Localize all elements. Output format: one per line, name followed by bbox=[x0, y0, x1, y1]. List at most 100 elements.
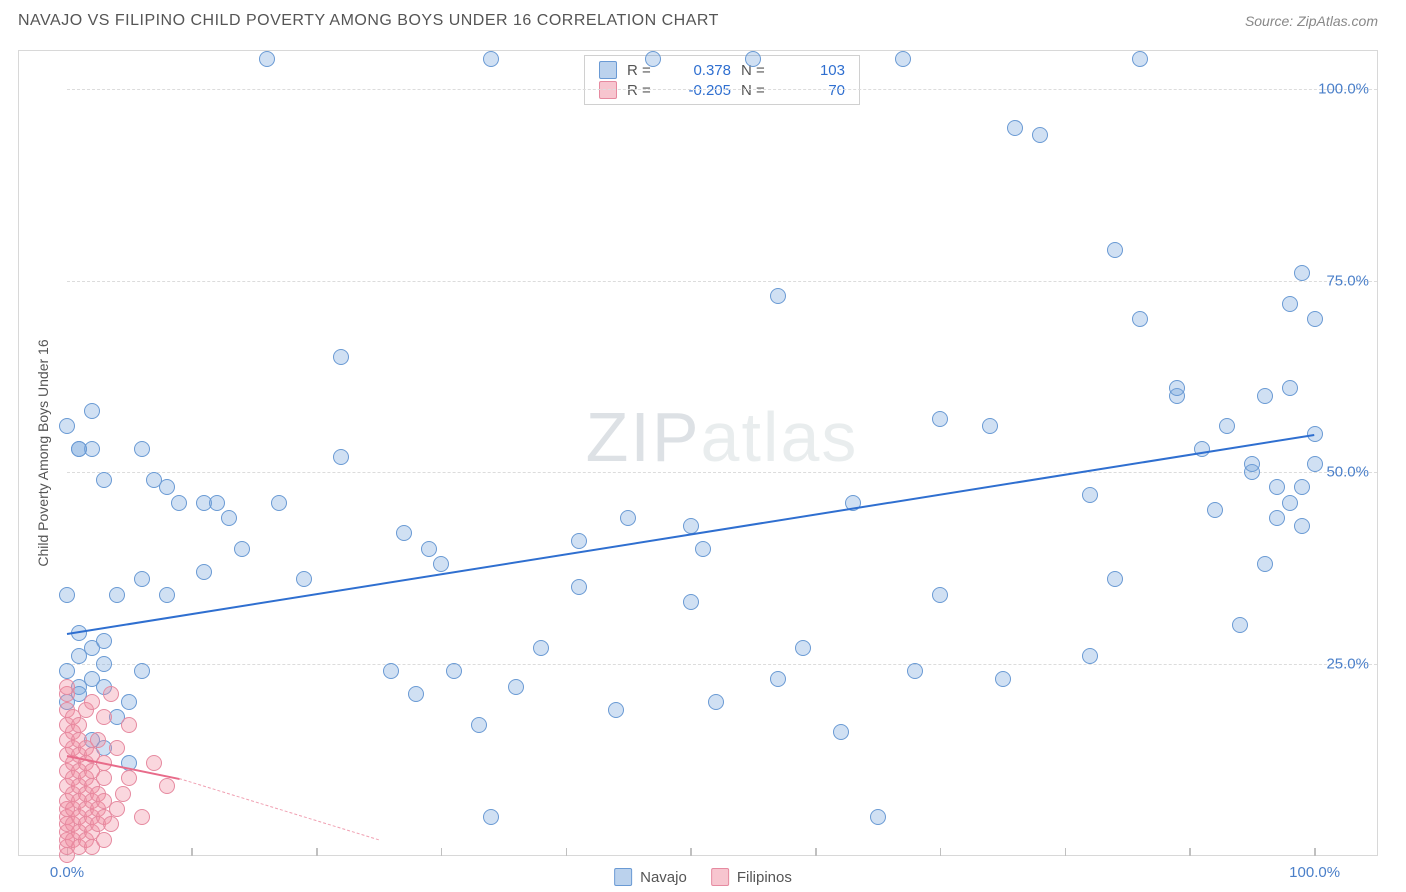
data-point-navajo bbox=[196, 564, 212, 580]
regression-line bbox=[179, 778, 379, 840]
data-point-navajo bbox=[683, 594, 699, 610]
data-point-navajo bbox=[1282, 380, 1298, 396]
data-point-navajo bbox=[471, 717, 487, 733]
data-point-navajo bbox=[645, 51, 661, 67]
data-point-navajo bbox=[259, 51, 275, 67]
data-point-navajo bbox=[1244, 456, 1260, 472]
data-point-navajo bbox=[1082, 648, 1098, 664]
x-tick bbox=[441, 848, 442, 856]
data-point-navajo bbox=[333, 349, 349, 365]
data-point-navajo bbox=[1169, 380, 1185, 396]
data-point-navajo bbox=[483, 51, 499, 67]
watermark: ZIPatlas bbox=[586, 397, 859, 477]
data-point-filipinos bbox=[96, 832, 112, 848]
data-point-navajo bbox=[995, 671, 1011, 687]
data-point-navajo bbox=[708, 694, 724, 710]
y-tick-label: 25.0% bbox=[1326, 655, 1369, 672]
data-point-navajo bbox=[84, 403, 100, 419]
data-point-navajo bbox=[96, 633, 112, 649]
data-point-navajo bbox=[608, 702, 624, 718]
data-point-navajo bbox=[1294, 265, 1310, 281]
legend-item: Navajo bbox=[614, 868, 687, 886]
data-point-filipinos bbox=[121, 717, 137, 733]
data-point-navajo bbox=[408, 686, 424, 702]
data-point-navajo bbox=[296, 571, 312, 587]
data-point-filipinos bbox=[109, 740, 125, 756]
data-point-navajo bbox=[446, 663, 462, 679]
data-point-navajo bbox=[1207, 502, 1223, 518]
data-point-navajo bbox=[96, 472, 112, 488]
x-tick bbox=[1190, 848, 1191, 856]
y-axis-label: Child Poverty Among Boys Under 16 bbox=[35, 339, 51, 566]
data-point-navajo bbox=[1132, 51, 1148, 67]
data-point-navajo bbox=[1132, 311, 1148, 327]
data-point-navajo bbox=[1232, 617, 1248, 633]
chart-title: NAVAJO VS FILIPINO CHILD POVERTY AMONG B… bbox=[18, 12, 719, 30]
n-value: 103 bbox=[785, 62, 845, 79]
x-tick-label: 100.0% bbox=[1289, 864, 1340, 881]
data-point-navajo bbox=[932, 411, 948, 427]
data-point-navajo bbox=[1269, 479, 1285, 495]
data-point-navajo bbox=[421, 541, 437, 557]
data-point-navajo bbox=[1294, 518, 1310, 534]
data-point-navajo bbox=[833, 724, 849, 740]
data-point-navajo bbox=[59, 663, 75, 679]
data-point-navajo bbox=[1307, 456, 1323, 472]
data-point-navajo bbox=[1257, 556, 1273, 572]
data-point-navajo bbox=[932, 587, 948, 603]
y-tick-label: 100.0% bbox=[1318, 81, 1369, 98]
data-point-navajo bbox=[96, 656, 112, 672]
data-point-navajo bbox=[121, 694, 137, 710]
data-point-navajo bbox=[1257, 388, 1273, 404]
data-point-filipinos bbox=[146, 755, 162, 771]
data-point-navajo bbox=[383, 663, 399, 679]
data-point-navajo bbox=[745, 51, 761, 67]
data-point-filipinos bbox=[115, 786, 131, 802]
correlation-legend: R =0.378N =103R =-0.205N =70 bbox=[584, 55, 860, 105]
gridline bbox=[67, 281, 1377, 282]
data-point-navajo bbox=[433, 556, 449, 572]
data-point-navajo bbox=[533, 640, 549, 656]
x-tick-label: 0.0% bbox=[50, 864, 84, 881]
data-point-navajo bbox=[1294, 479, 1310, 495]
data-point-navajo bbox=[146, 472, 162, 488]
data-point-navajo bbox=[1032, 127, 1048, 143]
data-point-navajo bbox=[396, 525, 412, 541]
data-point-navajo bbox=[134, 571, 150, 587]
legend-swatch bbox=[614, 868, 632, 886]
watermark-zip: ZIP bbox=[586, 398, 701, 476]
data-point-navajo bbox=[870, 809, 886, 825]
data-point-navajo bbox=[1082, 487, 1098, 503]
data-point-navajo bbox=[795, 640, 811, 656]
data-point-navajo bbox=[221, 510, 237, 526]
data-point-navajo bbox=[1282, 296, 1298, 312]
legend-row: R =0.378N =103 bbox=[599, 60, 845, 80]
data-point-filipinos bbox=[71, 717, 87, 733]
data-point-navajo bbox=[59, 587, 75, 603]
data-point-navajo bbox=[159, 587, 175, 603]
data-point-navajo bbox=[907, 663, 923, 679]
data-point-filipinos bbox=[103, 816, 119, 832]
x-tick bbox=[691, 848, 692, 856]
plot-area: ZIPatlas R =0.378N =103R =-0.205N =70 25… bbox=[67, 51, 1377, 855]
data-point-navajo bbox=[571, 533, 587, 549]
data-point-navajo bbox=[683, 518, 699, 534]
data-point-filipinos bbox=[121, 770, 137, 786]
data-point-navajo bbox=[1107, 242, 1123, 258]
data-point-filipinos bbox=[96, 709, 112, 725]
data-point-navajo bbox=[71, 441, 87, 457]
legend-label: Filipinos bbox=[737, 869, 792, 886]
data-point-navajo bbox=[1307, 311, 1323, 327]
gridline bbox=[67, 472, 1377, 473]
data-point-navajo bbox=[571, 579, 587, 595]
data-point-filipinos bbox=[90, 732, 106, 748]
legend-swatch bbox=[599, 61, 617, 79]
data-point-navajo bbox=[171, 495, 187, 511]
x-tick bbox=[1065, 848, 1066, 856]
data-point-filipinos bbox=[96, 770, 112, 786]
legend-label: Navajo bbox=[640, 869, 687, 886]
chart-container: Child Poverty Among Boys Under 16 ZIPatl… bbox=[18, 50, 1378, 856]
watermark-atlas: atlas bbox=[701, 398, 859, 476]
x-tick bbox=[192, 848, 193, 856]
data-point-navajo bbox=[895, 51, 911, 67]
